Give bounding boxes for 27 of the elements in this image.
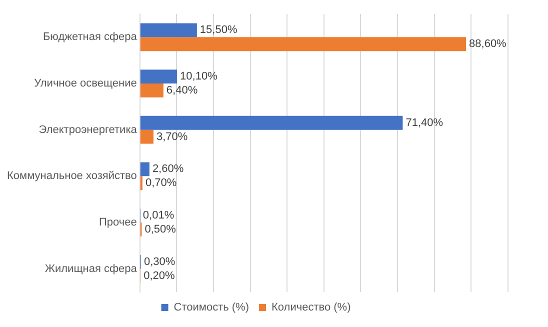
bar [140, 37, 466, 52]
y-tick-label: Бюджетная сфера [42, 31, 138, 44]
y-tick-label: Уличное освещение [34, 78, 137, 90]
data-label: 3,70% [156, 130, 188, 143]
y-tick-label: Прочее [99, 216, 137, 229]
data-label: 0,70% [145, 177, 177, 190]
data-label: 0,01% [142, 210, 174, 222]
data-label: 0,20% [144, 270, 176, 282]
data-label: 71,40% [406, 116, 444, 129]
data-label: 0,30% [144, 256, 176, 268]
legend-label: Стоимость (%) [174, 302, 249, 314]
y-tick-label: Коммунальное хозяйство [7, 170, 137, 182]
bar [140, 23, 197, 38]
data-label: 15,50% [200, 24, 238, 36]
data-label: 88,60% [469, 38, 507, 50]
bar [140, 130, 154, 144]
y-tick-label: Электроэнергетика [38, 124, 138, 136]
data-label: 10,10% [180, 70, 218, 83]
data-label: 6,40% [166, 84, 198, 96]
bar [140, 162, 150, 176]
bar [140, 70, 178, 84]
bar [140, 116, 403, 130]
data-label: 2,60% [152, 163, 184, 176]
bar [140, 84, 164, 98]
y-tick-label: Жилищная сфера [44, 262, 138, 275]
legend-label: Количество (%) [272, 302, 351, 314]
data-label: 0,50% [144, 223, 176, 236]
